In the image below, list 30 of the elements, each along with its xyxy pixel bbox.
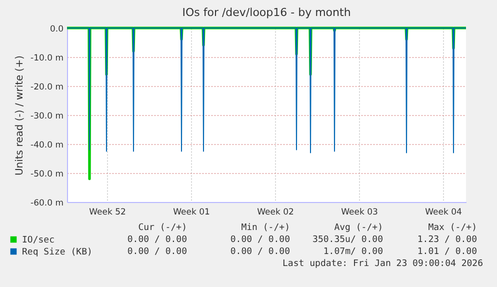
- x-tick-label: Week 52: [89, 208, 126, 218]
- x-tick-label: Week 04: [425, 208, 462, 218]
- text: 0.00 / 0.00: [127, 246, 187, 258]
- text: 1.01 / 0.00: [417, 246, 477, 258]
- legend-label: IO/sec: [22, 236, 55, 246]
- y-tick-label: -10.0 m: [30, 54, 64, 64]
- text: 0.00 / 0.00: [230, 234, 290, 246]
- text: Max (-/+): [428, 222, 477, 234]
- y-tick-label: -60.0 m: [30, 198, 64, 208]
- line-series: [66, 28, 466, 154]
- text: 0.00 / 0.00: [230, 246, 290, 258]
- text: 1.23 / 0.00: [417, 234, 477, 246]
- x-tick-label: Week 02: [257, 208, 294, 218]
- text: 0.00 / 0.00: [127, 234, 187, 246]
- y-tick-label: -50.0 m: [30, 170, 64, 180]
- text: 350.35u/ 0.00: [312, 234, 383, 246]
- y-tick-label: -30.0 m: [30, 112, 64, 122]
- text: Last update: Fri Jan 23 09:00:04 2026: [282, 258, 483, 270]
- y-tick-label: -40.0 m: [30, 140, 64, 150]
- chart-title: IOs for /dev/loop16 - by month: [182, 6, 351, 19]
- x-tick-label: Week 03: [341, 208, 378, 218]
- legend-label: Req Size (KB): [22, 248, 92, 258]
- y-axis-title: Units read (-) / write (+): [14, 55, 26, 176]
- x-tick-label: Week 01: [173, 208, 210, 218]
- text: Min (-/+): [241, 222, 290, 234]
- text: 1.07m/ 0.00: [323, 246, 383, 258]
- y-tick-label: -20.0 m: [30, 82, 64, 92]
- text: Avg (-/+): [334, 222, 383, 234]
- text: Cur (-/+): [138, 222, 187, 234]
- y-tick-label: 0.0: [50, 24, 64, 34]
